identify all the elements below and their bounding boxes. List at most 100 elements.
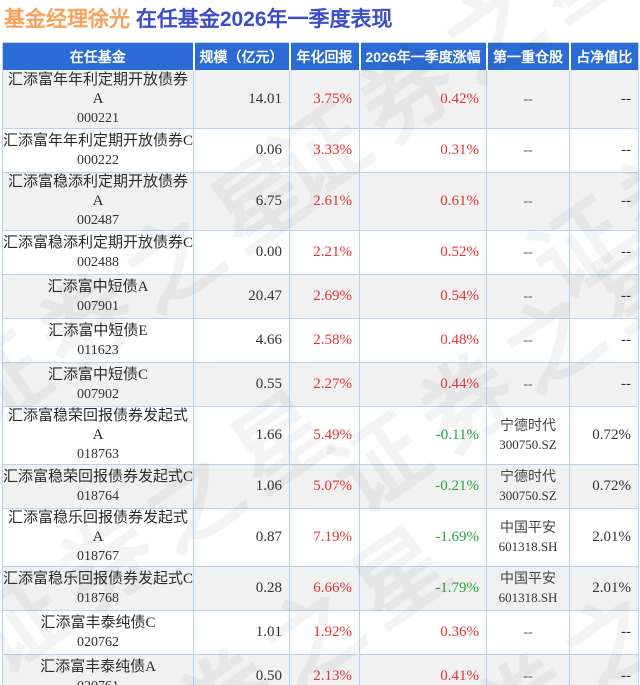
table-header-row: 在任基金 规模（亿元） 年化回报 2026年一季度涨幅 第一重仓股 占净值比 — [2, 42, 639, 71]
fund-scale: 1.01 — [193, 610, 290, 655]
table-row: 汇添富稳添利定期开放债券A 002487 6.75 2.61% 0.61% --… — [2, 172, 639, 231]
header-top-holding: 第一重仓股 — [485, 42, 570, 71]
holding-name: 宁德时代 — [500, 418, 556, 434]
table-row: 汇添富中短债E 011623 4.66 2.58% 0.48% -- -- — [2, 318, 639, 363]
q1-change: 0.42% — [359, 70, 487, 129]
annualized-return: 3.75% — [289, 70, 360, 129]
table-row: 汇添富稳荣回报债券发起式C 018764 1.06 5.07% -0.21% 宁… — [2, 464, 639, 509]
holding-code: 601318.SH — [498, 589, 558, 605]
holding-name: -- — [523, 142, 533, 158]
holding-name: 中国平安 — [500, 520, 556, 536]
q1-change: 0.36% — [359, 610, 487, 655]
table-row: 汇添富丰泰纯债A 020761 0.50 2.13% 0.41% -- -- — [2, 654, 639, 685]
net-value-ratio: -- — [569, 274, 639, 319]
fund-scale: 0.55 — [193, 362, 290, 407]
title-subject: 在任基金2026年一季度表现 — [135, 8, 393, 31]
header-scale: 规模（亿元） — [192, 42, 290, 71]
net-value-ratio: -- — [569, 70, 639, 129]
annualized-return: 6.66% — [289, 566, 360, 611]
q1-change: 0.41% — [359, 654, 487, 685]
q1-change: -0.11% — [359, 406, 487, 465]
annualized-return: 2.69% — [289, 274, 360, 319]
table-row: 汇添富稳乐回报债券发起式A 018767 0.87 7.19% -1.69% 中… — [2, 508, 639, 567]
fund-scale: 0.06 — [193, 128, 290, 173]
fund-name: 汇添富丰泰纯债A — [40, 658, 156, 675]
annualized-return: 2.21% — [289, 230, 360, 275]
fund-name: 汇添富中短债E — [48, 322, 148, 339]
holding-name: -- — [523, 624, 533, 640]
annualized-return: 2.27% — [289, 362, 360, 407]
fund-name: 汇添富稳添利定期开放债券A — [7, 174, 188, 209]
annualized-return: 3.33% — [289, 128, 360, 173]
fund-name: 汇添富稳乐回报债券发起式A — [7, 510, 188, 545]
fund-code: 002487 — [77, 213, 119, 228]
fund-code: 002488 — [77, 254, 119, 270]
holding-name: -- — [523, 244, 533, 260]
fund-code: 018768 — [77, 590, 119, 606]
holding-name: -- — [523, 193, 533, 209]
fund-name: 汇添富稳荣回报债券发起式C — [3, 468, 194, 485]
q1-change: 0.48% — [359, 318, 487, 363]
fund-name: 汇添富稳乐回报债券发起式C — [3, 570, 194, 587]
table-row: 汇添富稳荣回报债券发起式A 018763 1.66 5.49% -0.11% 宁… — [2, 406, 639, 465]
header-net-ratio: 占净值比 — [568, 42, 639, 71]
net-value-ratio: -- — [569, 172, 639, 231]
q1-change: 0.61% — [359, 172, 487, 231]
fund-scale: 6.75 — [193, 172, 290, 231]
net-value-ratio: -- — [569, 654, 639, 685]
q1-change: -0.21% — [359, 464, 487, 509]
fund-code: 011623 — [77, 342, 119, 358]
fund-name: 汇添富中短债A — [47, 278, 149, 295]
fund-code: 000221 — [77, 111, 119, 126]
title-manager-name: 基金经理徐光 — [4, 8, 130, 31]
net-value-ratio: 2.01% — [569, 508, 639, 567]
table-row: 汇添富中短债C 007902 0.55 2.27% 0.44% -- -- — [2, 362, 639, 407]
q1-change: -1.79% — [359, 566, 487, 611]
fund-scale: 0.87 — [193, 508, 290, 567]
header-fund: 在任基金 — [2, 42, 194, 71]
fund-code: 000222 — [77, 152, 119, 168]
table-row: 汇添富年年利定期开放债券C 000222 0.06 3.33% 0.31% --… — [2, 128, 639, 173]
annualized-return: 2.58% — [289, 318, 360, 363]
holding-name: -- — [523, 91, 533, 107]
q1-change: -1.69% — [359, 508, 487, 567]
net-value-ratio: 2.01% — [569, 566, 639, 611]
holding-name: -- — [523, 288, 533, 304]
holding-code: 601318.SH — [498, 538, 558, 554]
q1-change: 0.44% — [359, 362, 487, 407]
fund-scale: 0.28 — [193, 566, 290, 611]
funds-table: 在任基金 规模（亿元） 年化回报 2026年一季度涨幅 第一重仓股 占净值比 汇… — [2, 42, 639, 685]
fund-name: 汇添富稳添利定期开放债券C — [3, 234, 194, 251]
table-row: 汇添富年年利定期开放债券A 000221 14.01 3.75% 0.42% -… — [2, 70, 639, 129]
fund-code: 018764 — [77, 488, 119, 504]
table-row: 汇添富中短债A 007901 20.47 2.69% 0.54% -- -- — [2, 274, 639, 319]
page-title: 基金经理徐光 在任基金2026年一季度表现 — [0, 0, 640, 33]
fund-scale: 14.01 — [193, 70, 290, 129]
net-value-ratio: -- — [569, 318, 639, 363]
net-value-ratio: -- — [569, 362, 639, 407]
holding-name: 宁德时代 — [500, 469, 556, 485]
fund-code: 007901 — [77, 298, 119, 314]
fund-scale: 0.00 — [193, 230, 290, 275]
holding-name: -- — [523, 332, 533, 348]
fund-scale: 4.66 — [193, 318, 290, 363]
fund-name: 汇添富年年利定期开放债券A — [7, 72, 188, 107]
holding-name: -- — [523, 668, 533, 684]
annualized-return: 2.61% — [289, 172, 360, 231]
header-annual-return: 年化回报 — [288, 42, 360, 71]
annualized-return: 1.92% — [289, 610, 360, 655]
holding-name: 中国平安 — [500, 571, 556, 587]
fund-code: 020761 — [3, 677, 193, 685]
q1-change: 0.54% — [359, 274, 487, 319]
fund-code: 020762 — [77, 634, 119, 650]
table-row: 汇添富稳乐回报债券发起式C 018768 0.28 6.66% -1.79% 中… — [2, 566, 639, 611]
table-row: 汇添富稳添利定期开放债券C 002488 0.00 2.21% 0.52% --… — [2, 230, 639, 275]
fund-code: 007902 — [77, 386, 119, 402]
fund-scale: 1.06 — [193, 464, 290, 509]
q1-change: 0.52% — [359, 230, 487, 275]
fund-scale: 1.66 — [193, 406, 290, 465]
fund-code: 018767 — [77, 549, 119, 564]
annualized-return: 7.19% — [289, 508, 360, 567]
q1-change: 0.31% — [359, 128, 487, 173]
